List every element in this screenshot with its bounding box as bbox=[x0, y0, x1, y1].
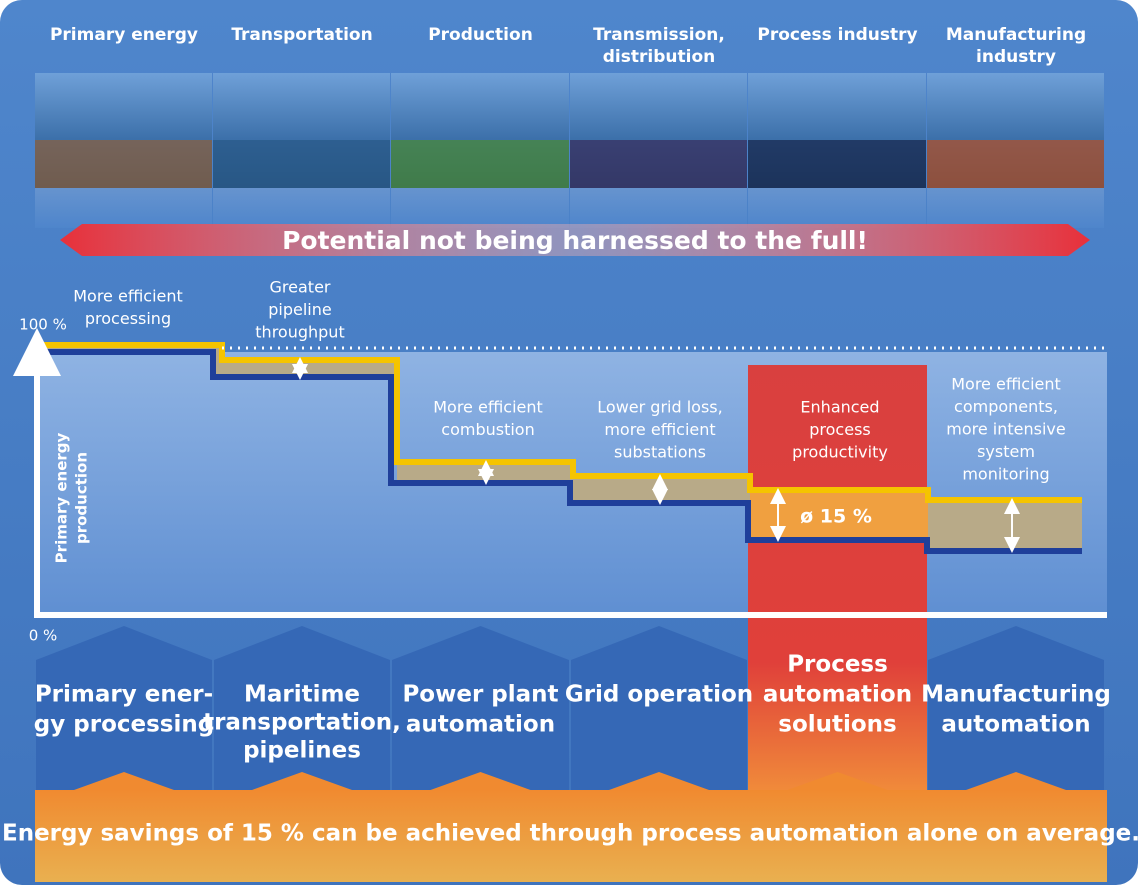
photo-reflection bbox=[748, 188, 926, 228]
step-label: system bbox=[977, 442, 1035, 461]
sector-title: Primary energy bbox=[50, 25, 198, 45]
step-label: productivity bbox=[792, 443, 888, 462]
photo-reflection bbox=[391, 188, 569, 228]
step-label: More efficient bbox=[73, 287, 183, 306]
step-label: monitoring bbox=[962, 465, 1049, 484]
step-label: combustion bbox=[441, 420, 534, 439]
solution-label: automation bbox=[763, 682, 912, 708]
page: {"header": {"sectors": [["Primary energy… bbox=[0, 0, 1138, 885]
step-label: substations bbox=[614, 443, 706, 462]
photo-reflection bbox=[213, 188, 390, 228]
sector-title: Process industry bbox=[757, 25, 917, 45]
solution-label: Primary ener- bbox=[35, 682, 213, 708]
solution-label: Power plant bbox=[402, 682, 558, 708]
photo-detail bbox=[570, 140, 747, 188]
sector-title: Transmission, bbox=[593, 25, 725, 45]
footer-text: Energy savings of 15 % can be achieved t… bbox=[2, 821, 1138, 847]
solution-label: automation bbox=[406, 712, 555, 738]
solution-shape bbox=[392, 626, 569, 790]
photo-detail bbox=[213, 140, 390, 188]
step-label: pipeline bbox=[268, 300, 331, 319]
solution-shape bbox=[214, 626, 390, 790]
photo-detail bbox=[927, 140, 1104, 188]
step-label: Enhanced bbox=[800, 398, 879, 417]
solution-label: Maritime bbox=[244, 682, 360, 708]
solution-shape bbox=[571, 626, 747, 790]
callout: ø 15 % bbox=[800, 506, 872, 528]
y-top-label: 100 % bbox=[19, 316, 67, 334]
sector-title: Transportation bbox=[231, 25, 372, 45]
solution-shape bbox=[928, 626, 1104, 790]
photo-reflection bbox=[570, 188, 747, 228]
step-label: components, bbox=[954, 397, 1058, 416]
banner-text: Potential not being harnessed to the ful… bbox=[282, 226, 868, 255]
step-label: More efficient bbox=[951, 375, 1061, 394]
step-label: More efficient bbox=[433, 398, 543, 417]
photo-reflection bbox=[927, 188, 1104, 228]
solution-label: gy processing bbox=[34, 712, 214, 738]
y-bottom-label: 0 % bbox=[29, 627, 58, 645]
solution-shape bbox=[36, 626, 212, 790]
solution-label: Grid operation bbox=[565, 682, 753, 708]
step-label: more efficient bbox=[604, 420, 715, 439]
step-label: throughput bbox=[255, 323, 344, 342]
photo-detail bbox=[35, 140, 212, 188]
step-label: processing bbox=[85, 309, 171, 328]
solution-label: Process bbox=[787, 652, 888, 678]
solution-label: Manufacturing bbox=[921, 682, 1111, 708]
step-label: Greater bbox=[270, 278, 331, 297]
y-axis-label-line: production bbox=[73, 452, 91, 544]
y-axis-label-line: Primary energy bbox=[53, 432, 71, 563]
infographic: Potential not being harnessed to the ful… bbox=[0, 0, 1138, 885]
step-label: process bbox=[809, 420, 870, 439]
sector-title: Production bbox=[428, 25, 533, 45]
sector-title: industry bbox=[976, 47, 1056, 67]
photo-detail bbox=[391, 140, 569, 188]
solution-label: solutions bbox=[778, 712, 897, 738]
photo-detail bbox=[748, 140, 926, 188]
step-label: more intensive bbox=[946, 420, 1065, 439]
step-label: Lower grid loss, bbox=[597, 398, 722, 417]
solution-label: automation bbox=[941, 712, 1090, 738]
sector-title: distribution bbox=[603, 47, 715, 67]
solution-label: pipelines bbox=[243, 738, 361, 764]
photo-reflection bbox=[35, 188, 212, 228]
solution-label: transportation, bbox=[203, 710, 401, 736]
sector-title: Manufacturing bbox=[946, 25, 1086, 45]
